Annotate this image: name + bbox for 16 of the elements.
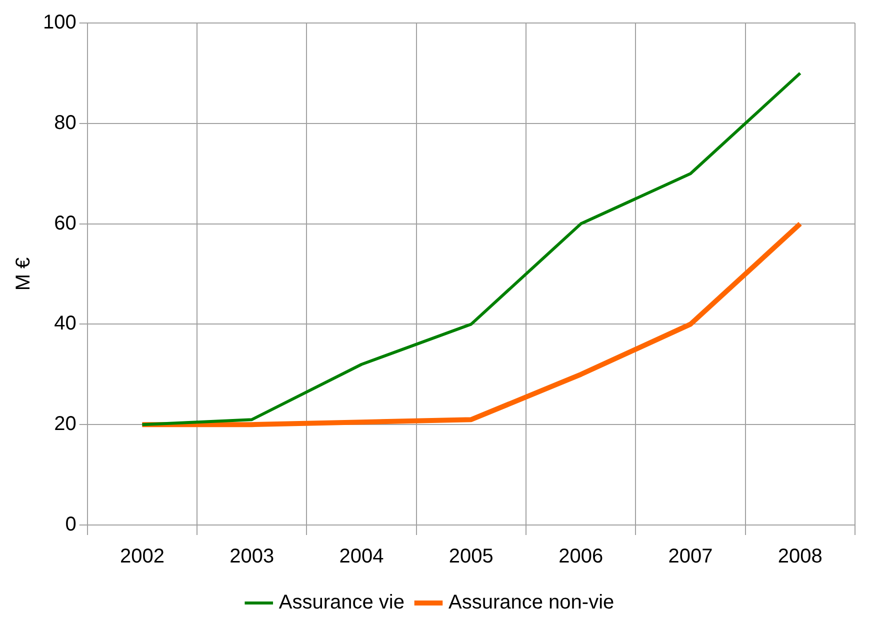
y-tick-label: 40 [54, 312, 76, 335]
legend-label: Assurance vie [278, 592, 404, 614]
x-tick-label: 2006 [558, 546, 604, 568]
x-tick-label: 2008 [778, 546, 822, 568]
legend-label: Assurance non-vie [448, 592, 614, 614]
x-tick-label: 2004 [339, 546, 384, 568]
x-tick-label: 2005 [448, 546, 494, 568]
y-tick-label: 80 [54, 112, 76, 134]
y-tick-label: 0 [65, 514, 76, 536]
y-tick-label: 100 [42, 12, 76, 34]
x-tick-label: 2002 [120, 546, 164, 568]
y-tick-label: 60 [54, 212, 76, 234]
x-tick-label: 2003 [230, 546, 274, 568]
y-tick-label: 20 [54, 413, 76, 436]
x-tick-label: 2007 [668, 546, 713, 568]
y-axis-title: M € [12, 257, 35, 291]
